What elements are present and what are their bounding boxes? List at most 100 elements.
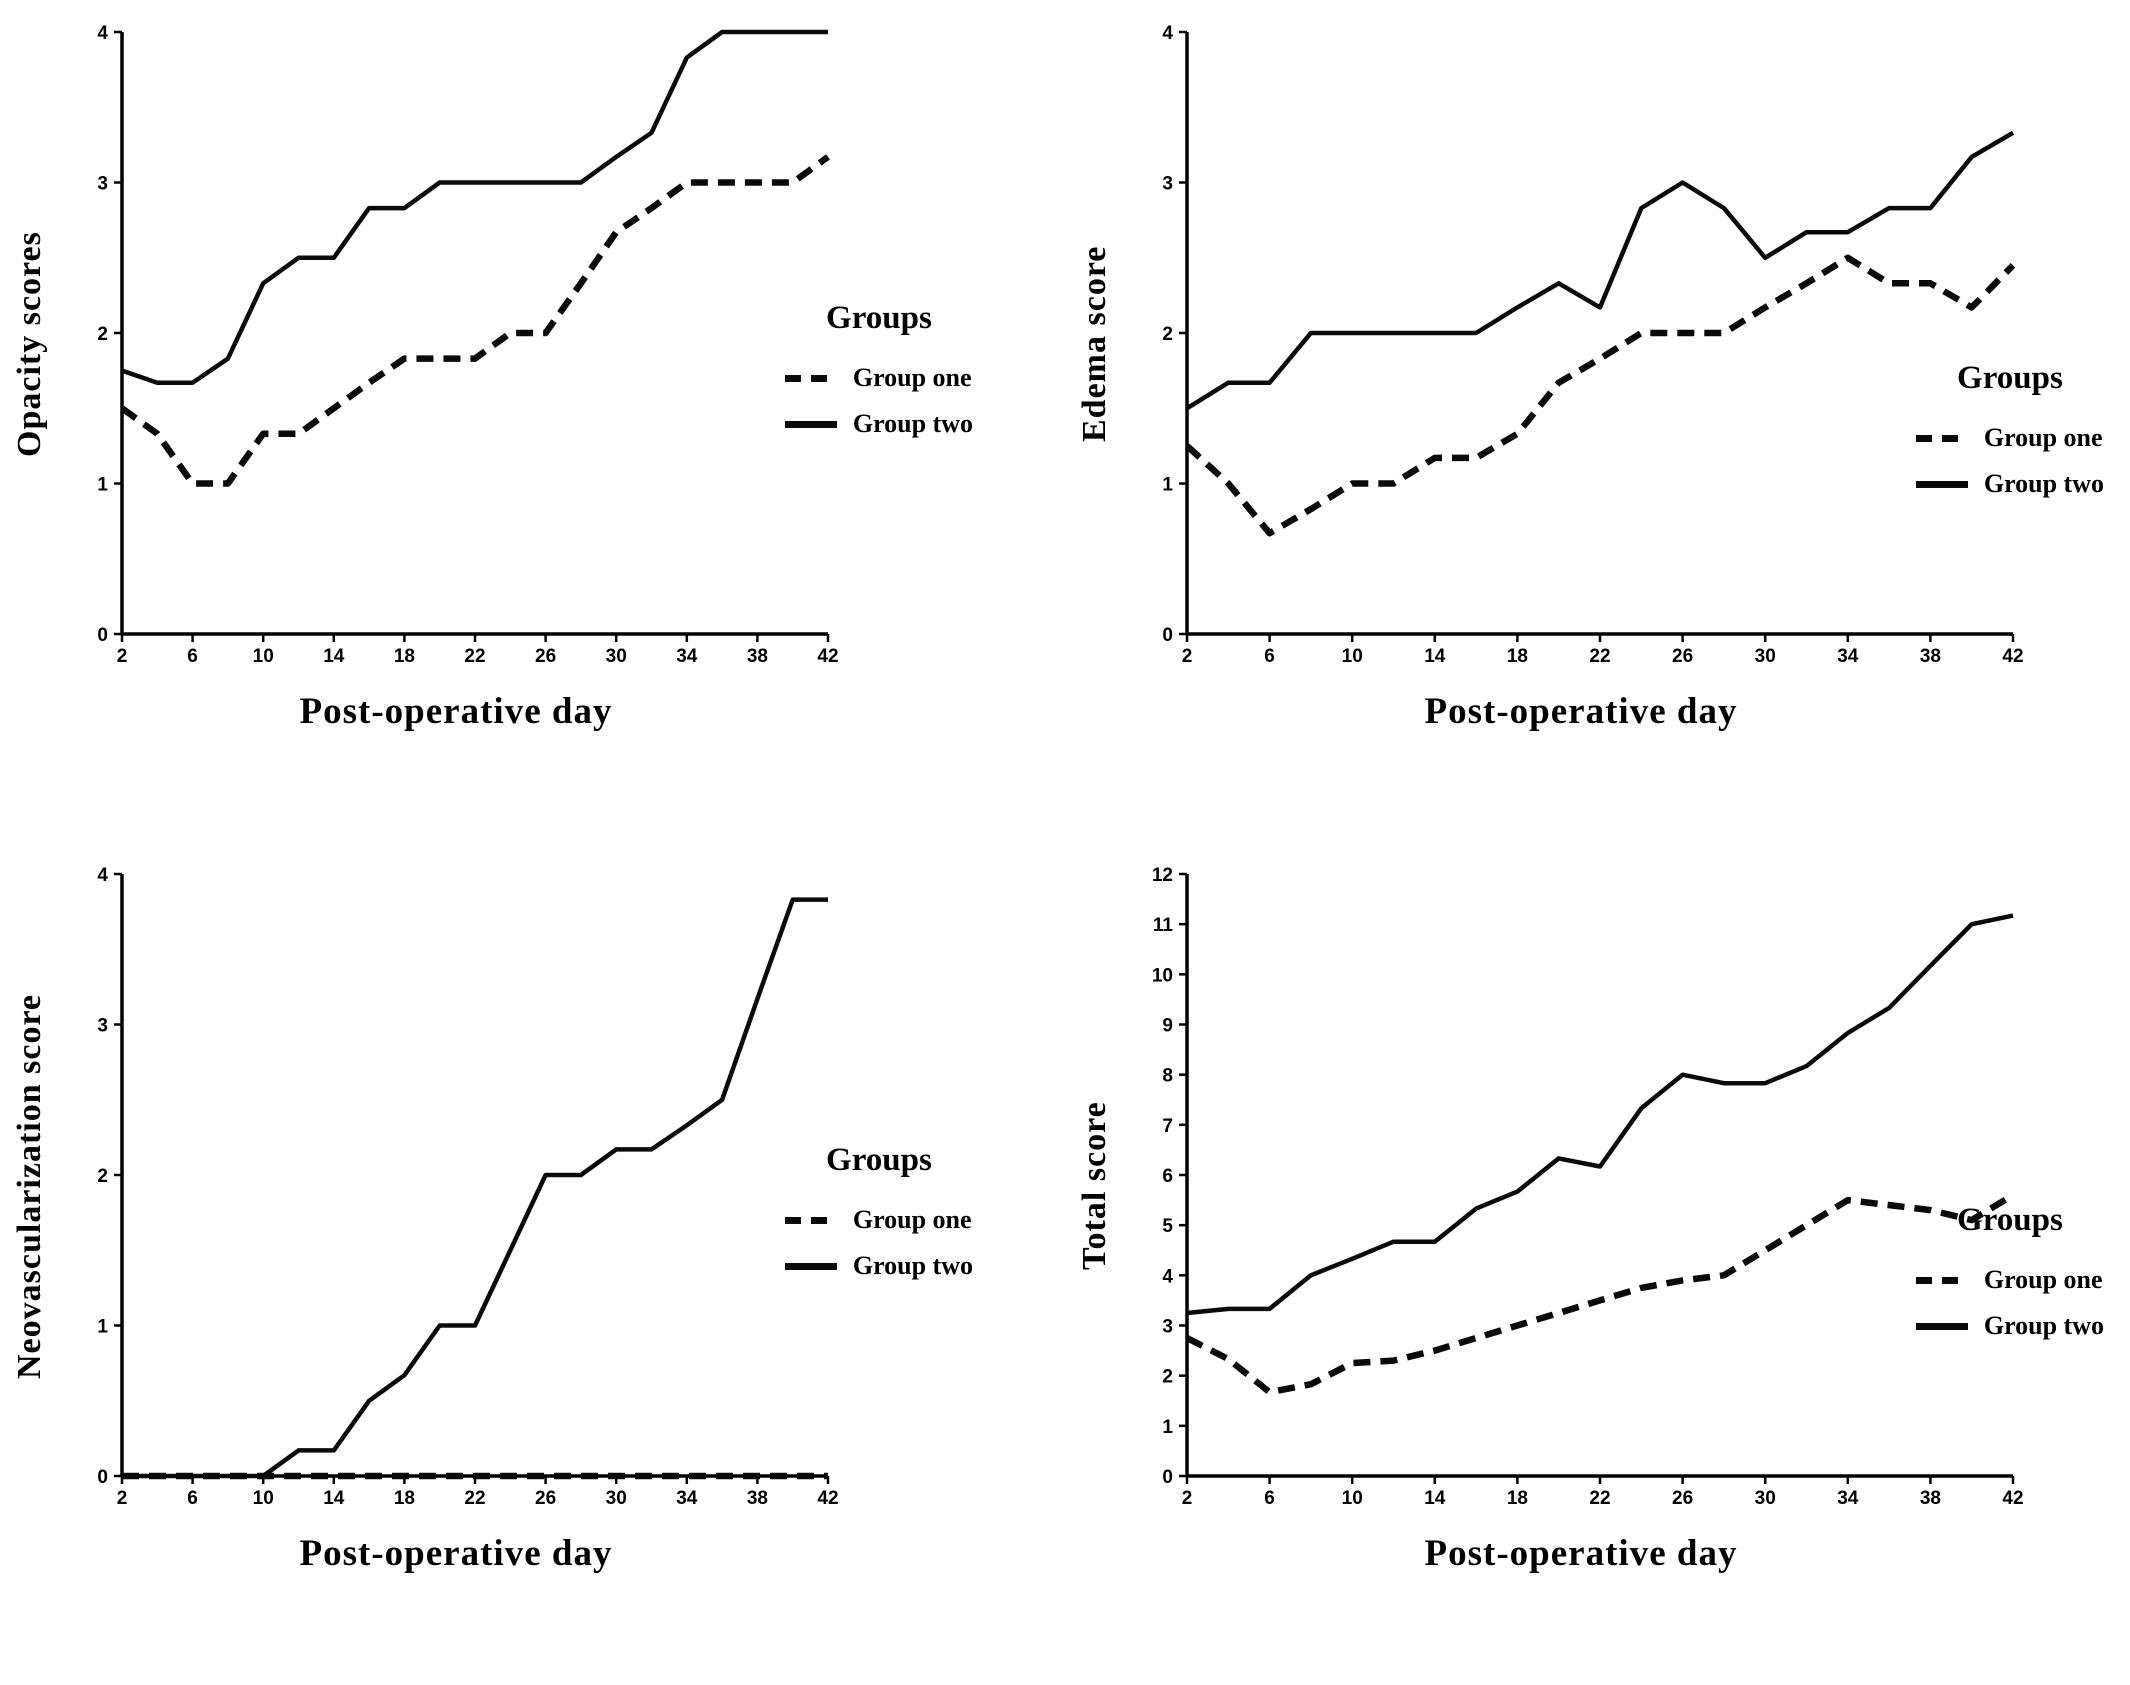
dashed-line-swatch [1915,1276,1968,1284]
series-line-group-one [120,154,830,487]
y-tick-label: 2 [97,1166,108,1187]
x-tick-label: 30 [1755,646,1776,667]
solid-line-swatch [1915,480,1968,488]
series-line-group-two [1186,913,2014,1316]
y-tick-label: 4 [1162,23,1173,44]
legend-title: Groups [1957,1202,2063,1238]
y-tick-label: 3 [1162,1317,1173,1338]
solid-line-swatch [784,420,837,428]
x-tick-label: 38 [747,646,768,667]
x-tick-label: 34 [676,1488,698,1509]
x-tick-label: 14 [1424,646,1446,667]
plot-row: Total score 2 6 10 14 18 22 26 30 34 38 42 0 1 2 3 4 5 6 7… [1065,856,2130,1516]
x-tick-label: 26 [535,1488,556,1509]
y-tick-label: 3 [1162,174,1173,195]
x-tick-label: 2 [117,1488,128,1509]
solid-line-swatch [784,1262,837,1270]
y-tick-label: 0 [1162,1467,1173,1488]
y-tick-label: 9 [1162,1016,1173,1037]
legend: Groups Group one Group two [784,1142,973,1281]
y-axis-label: Edema score [1076,245,1113,443]
y-tick-label: 12 [1152,865,1173,886]
y-axis-label: Opacity scores [11,231,48,457]
y-tick-label: 10 [1152,965,1173,986]
x-tick-label: 18 [1507,1488,1528,1509]
chart-opacity-scores: Opacity scores 2 6 10 14 18 22 26 30 34 38 42 0 1 2 3 4… [0,0,1065,842]
legend-label: Group two [852,1251,973,1280]
x-tick-label: 6 [1264,1488,1275,1509]
legend-label: Group two [1983,469,2104,498]
plot-row: Neovascularization score 2 6 10 14 18 22 26 30 3… [0,856,1065,1516]
legend-label: Group one [852,363,972,392]
x-tick-label: 22 [1589,646,1610,667]
x-tick-label: 34 [1837,646,1859,667]
y-tick-label: 4 [97,23,108,44]
x-tick-label: 14 [1424,1488,1446,1509]
y-tick-label: 5 [1162,1216,1173,1237]
legend: Groups Group one Group two [1915,1202,2104,1341]
x-tick-label: 38 [1920,1488,1941,1509]
legend-entry-group-two: Group two [784,409,973,439]
plot-row: Edema score 2 6 10 14 18 22 26 30 34 38 42 0 1 2 3 4 [1065,14,2130,674]
series-line-group-two [122,897,828,1479]
y-tick-label: 7 [1162,1116,1173,1137]
dashed-line-swatch [784,374,837,382]
legend-label: Group one [852,1205,972,1234]
x-tick-label: 2 [1182,1488,1193,1509]
x-tick-label: 2 [117,646,128,667]
legend-entry-group-one: Group one [1915,1265,2104,1295]
legend-title: Groups [826,1142,932,1178]
x-tick-label: 30 [1755,1488,1776,1509]
x-tick-label: 26 [1672,646,1693,667]
x-axis-label: Post-operative day [299,691,613,732]
x-axis-label: Post-operative day [1424,691,1738,732]
x-tick-label: 10 [253,646,274,667]
series-line-group-two [121,29,828,385]
x-tick-label: 22 [464,646,485,667]
x-tick-label: 18 [394,646,415,667]
y-tick-label: 6 [1162,1166,1173,1187]
x-axis-label: Post-operative day [1424,1533,1738,1574]
legend-entry-group-one: Group one [1915,423,2104,453]
y-tick-label: 4 [97,865,108,886]
x-tick-label: 6 [187,646,198,667]
x-tick-label: 22 [464,1488,485,1509]
y-tick-label: 8 [1162,1066,1173,1087]
x-tick-label: 10 [1342,1488,1363,1509]
x-tick-label: 30 [606,1488,627,1509]
y-tick-label: 1 [1162,475,1173,496]
dashed-line-swatch [784,1216,837,1224]
legend-title: Groups [1957,360,2063,396]
y-tick-label: 0 [97,625,108,646]
series-line-group-one [1185,1192,2015,1396]
x-tick-label: 18 [394,1488,415,1509]
dashed-line-swatch [1915,434,1968,442]
legend-label: Group one [1983,1265,2103,1294]
series-line-group-one [1184,254,2016,537]
y-tick-label: 3 [97,1016,108,1037]
legend: Groups Group one Group two [784,300,973,439]
y-tick-label: 2 [1162,324,1173,345]
y-tick-label: 2 [97,324,108,345]
y-tick-label: 3 [97,174,108,195]
series-line-group-two [1185,130,2015,411]
legend-entry-group-two: Group two [1915,1311,2104,1341]
x-tick-label: 6 [187,1488,198,1509]
x-tick-label: 26 [535,646,556,667]
x-tick-label: 42 [2002,1488,2023,1509]
x-axis-label: Post-operative day [299,1533,613,1574]
legend-label: Group two [1983,1311,2104,1340]
x-tick-label: 38 [1920,646,1941,667]
solid-line-swatch [1915,1322,1968,1330]
x-tick-label: 34 [1837,1488,1859,1509]
legend-label: Group one [1983,423,2103,452]
chart-neovascularization-score: Neovascularization score 2 6 10 14 18 22 26 30 3… [0,842,1065,1685]
legend-title: Groups [826,300,932,336]
x-tick-label: 38 [747,1488,768,1509]
x-tick-label: 42 [817,1488,838,1509]
x-tick-label: 6 [1264,646,1275,667]
x-tick-label: 14 [323,646,345,667]
